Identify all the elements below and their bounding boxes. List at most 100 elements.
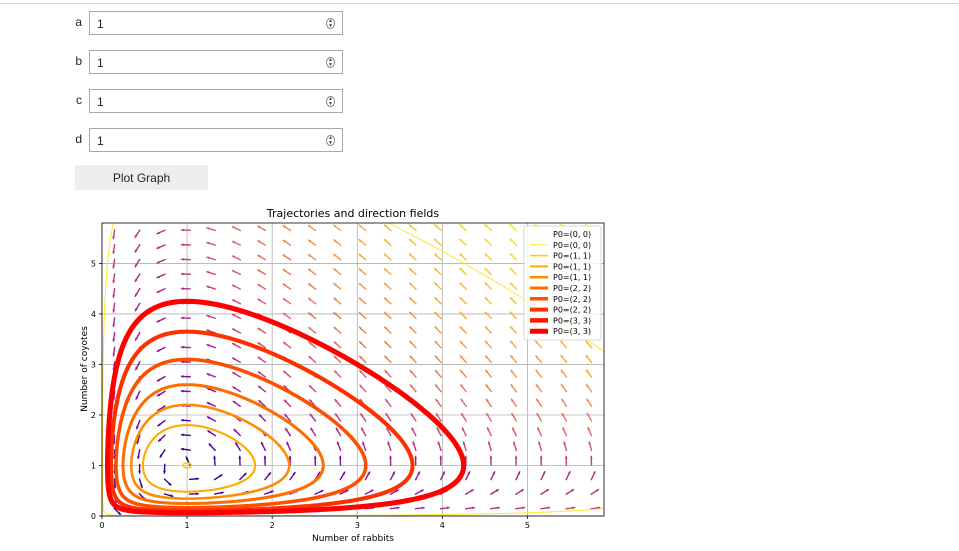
param-input-a[interactable]: 1 ▲ ▼ [89,11,343,35]
x-tick-label: 4 [440,521,445,530]
direction-arrowhead [135,396,139,400]
direction-arrowhead [156,275,160,279]
direction-arrowhead [257,225,261,229]
direction-arrowhead [560,340,564,344]
legend-entry: P0=(3, 3) [553,316,591,325]
spinner-icon[interactable]: ▲ ▼ [326,57,335,68]
direction-arrowhead [206,373,210,376]
direction-arrowhead [561,384,564,388]
direction-arrowhead [138,470,141,474]
param-label-b: b [75,54,82,68]
spinner-icon[interactable]: ▲ ▼ [326,135,335,146]
direction-arrowhead [510,326,514,330]
direction-arrowhead [409,341,413,345]
direction-arrowhead [471,506,475,510]
y-tick-label: 3 [91,360,96,369]
param-input-c[interactable]: 1 ▲ ▼ [89,89,343,113]
param-value-a: 1 [97,17,104,31]
direction-arrowhead [535,340,539,344]
direction-arrowhead [358,224,362,228]
direction-arrowhead [195,477,199,481]
direction-arrowhead [513,441,516,445]
direction-arrowhead [232,357,236,361]
trajectory-line [121,383,325,505]
spinner-icon[interactable]: ▲ ▼ [326,18,335,29]
direction-arrowhead [333,283,337,287]
y-tick-label: 5 [91,259,96,268]
spinner-icon[interactable]: ▲ ▼ [326,96,335,107]
direction-arrowhead [514,455,518,459]
direction-arrowhead [308,356,312,360]
param-input-b[interactable]: 1 ▲ ▼ [89,50,343,74]
direction-arrowhead [134,264,138,268]
direction-arrowhead [442,471,445,475]
direction-arrowhead [112,324,116,328]
plot-graph-button[interactable]: Plot Graph [75,165,208,190]
direction-arrowhead [559,223,563,228]
direction-arrowhead [257,342,261,346]
direction-arrowhead [282,225,286,229]
y-tick-label: 0 [91,512,96,521]
direction-arrowhead [180,243,184,247]
direction-arrowhead [112,236,116,240]
direction-arrowhead [258,385,262,389]
direction-arrowhead [362,441,365,445]
direction-arrowhead [308,283,312,287]
direction-arrowhead [112,309,116,313]
direction-arrowhead [411,427,415,431]
direction-arrowhead [163,470,166,474]
direction-arrowhead [487,441,491,445]
direction-arrowhead [292,471,296,476]
direction-arrowhead [547,506,551,510]
direction-arrowhead [156,231,160,235]
legend-entry: P0=(0, 0) [553,230,591,239]
direction-arrowhead [337,441,340,445]
direction-arrowhead [135,337,138,341]
direction-arrowhead [510,369,514,373]
direction-arrowhead [359,341,363,345]
y-axis-label: Number of coyotes [80,326,90,412]
direction-arrowhead [414,455,418,459]
direction-arrowhead [520,489,524,493]
direction-arrowhead [206,271,210,274]
direction-arrowhead [572,506,576,510]
direction-arrowhead [220,491,224,495]
direction-arrowhead [333,253,337,257]
direction-arrowhead [567,471,571,475]
direction-arrowhead [511,413,515,417]
direction-arrowhead [595,489,600,492]
direction-arrowhead [134,249,138,253]
direction-arrowhead [358,268,362,272]
direction-arrowhead [283,399,287,403]
direction-arrowhead [434,224,438,228]
direction-arrowhead [195,492,199,496]
direction-arrowhead [384,370,388,374]
direction-arrowhead [288,455,292,459]
direction-arrowhead [134,278,138,282]
direction-arrowhead [384,326,388,330]
direction-arrowhead [585,340,589,344]
direction-arrowhead [112,353,116,357]
direction-arrowhead [282,298,287,302]
direction-arrowhead [180,375,184,378]
direction-arrowhead [495,489,499,493]
plot-frame [101,222,605,517]
direction-arrowhead [586,398,590,402]
direction-arrowhead [333,297,337,301]
direction-arrowhead [232,386,236,390]
direction-arrowhead [395,489,399,493]
direction-arrowhead [434,355,438,359]
direction-arrowhead [136,426,139,430]
direction-arrowhead [308,298,312,301]
direction-arrowhead [484,326,488,330]
direction-arrowhead [560,369,564,373]
direction-arrowhead [258,414,262,418]
direction-arrowhead [213,455,216,459]
direction-arrowhead [270,490,274,494]
direction-field [112,223,601,516]
direction-arrowhead [460,384,464,388]
param-input-d[interactable]: 1 ▲ ▼ [89,128,343,152]
direction-arrowhead [459,268,463,272]
direction-arrowhead [206,416,211,420]
trajectory-line [142,424,257,493]
